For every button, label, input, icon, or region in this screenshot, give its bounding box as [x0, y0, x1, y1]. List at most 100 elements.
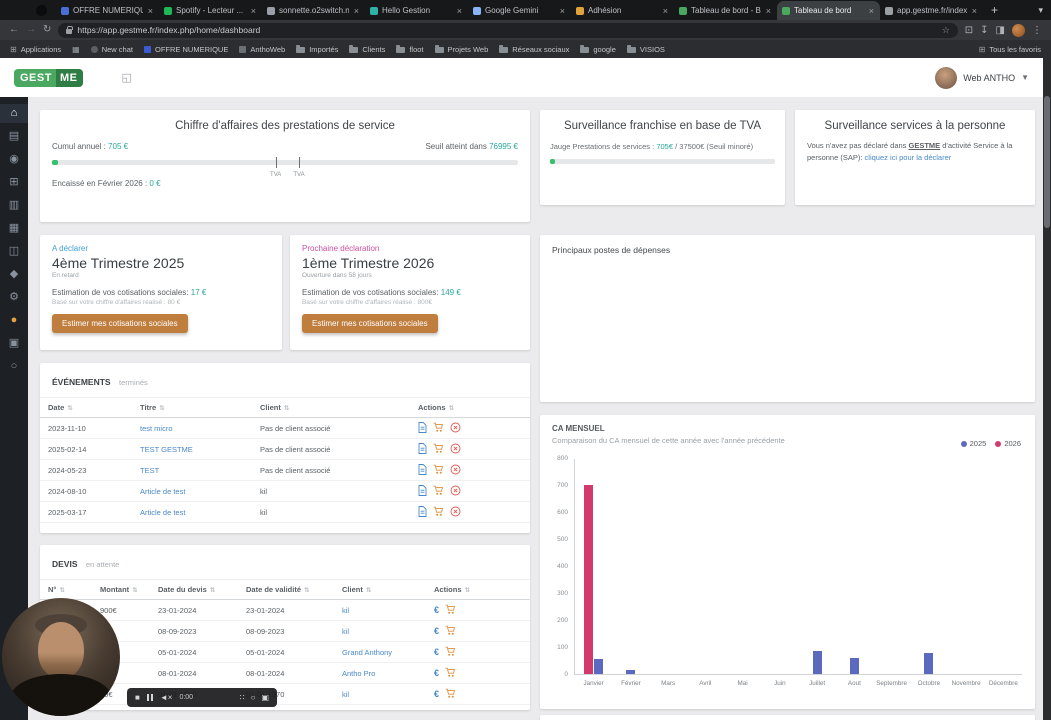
- table-row[interactable]: 900€ 23-01-2024 23-01-2024 kil €: [40, 599, 530, 621]
- tab-close-icon[interactable]: ×: [662, 5, 668, 16]
- cart-icon[interactable]: [445, 625, 456, 638]
- estimate-contributions-button[interactable]: Estimer mes cotisations sociales: [52, 314, 188, 333]
- bookmark-item[interactable]: AnthoWeb: [239, 45, 285, 54]
- devis-client-link[interactable]: kil: [342, 626, 350, 636]
- bookmark-item[interactable]: OFFRE NUMERIQUE: [143, 45, 228, 54]
- cart-icon[interactable]: [433, 464, 444, 477]
- estimate-contributions-button[interactable]: Estimer mes cotisations sociales: [302, 314, 438, 333]
- tab-close-icon[interactable]: ×: [250, 5, 256, 16]
- gestme-logo[interactable]: GEST ME: [14, 68, 84, 87]
- invoice-icon[interactable]: [418, 421, 427, 435]
- cart-icon[interactable]: [445, 646, 456, 659]
- browser-tab[interactable]: OFFRE NUMERIQUE - ... ×: [56, 1, 159, 20]
- sort-icon[interactable]: ⇅: [159, 405, 165, 412]
- cart-icon[interactable]: [445, 667, 456, 680]
- sort-icon[interactable]: ⇅: [283, 405, 290, 412]
- table-row[interactable]: 2025-03-17 Article de test kil: [40, 501, 530, 523]
- tab-close-icon[interactable]: ×: [353, 5, 359, 16]
- sidebar-item-hr[interactable]: ◫: [0, 242, 28, 261]
- mute-button[interactable]: ◄×: [159, 692, 173, 702]
- delete-icon[interactable]: [450, 485, 461, 498]
- delete-icon[interactable]: [450, 422, 461, 435]
- bookmark-item[interactable]: floot: [396, 45, 424, 54]
- new-tab-button[interactable]: +: [991, 3, 999, 17]
- tab-close-icon[interactable]: ×: [147, 5, 153, 16]
- sort-icon[interactable]: ⇅: [59, 587, 65, 594]
- sidebar-item-modules[interactable]: ▦: [0, 219, 28, 238]
- browser-scrollbar[interactable]: [1043, 58, 1051, 720]
- table-row[interactable]: 2025-02-14 TEST GESTME Pas de client assoc…: [40, 438, 530, 460]
- table-row[interactable]: 2024-05-23 TEST Pas de client associé: [40, 459, 530, 481]
- table-row[interactable]: 2024-08-10 Article de test kil: [40, 480, 530, 502]
- bookmark-item[interactable]: New chat: [90, 45, 133, 54]
- sidebar-item-account[interactable]: ○: [0, 357, 28, 376]
- user-menu[interactable]: Web ANTHO ▼: [935, 66, 1029, 89]
- side-panel-icon[interactable]: ◨: [995, 24, 1005, 36]
- legend-item[interactable]: 2025: [960, 439, 986, 448]
- euro-icon[interactable]: €: [434, 689, 440, 699]
- event-title-link[interactable]: Article de test: [140, 507, 186, 517]
- cart-icon[interactable]: [433, 506, 444, 519]
- cart-icon[interactable]: [433, 485, 444, 498]
- event-title-link[interactable]: TEST: [140, 465, 160, 475]
- bookmark-item[interactable]: Importés: [296, 45, 338, 54]
- browser-tab[interactable]: Spotify - Lecteur ... ×: [159, 1, 262, 20]
- record-button[interactable]: ○: [250, 692, 256, 702]
- sort-icon[interactable]: ⇅: [365, 587, 372, 594]
- delete-icon[interactable]: [450, 506, 461, 519]
- table-row[interactable]: 2023-11-10 test micro Pas de client associ…: [40, 417, 530, 439]
- sidebar-item-calendar[interactable]: ▤: [0, 127, 28, 146]
- chart-bar[interactable]: [584, 485, 594, 674]
- bookmark-item[interactable]: Réseaux sociaux: [499, 45, 569, 54]
- back-icon[interactable]: ←: [9, 24, 19, 35]
- browser-tab[interactable]: sonnette.o2switch.net... ×: [262, 1, 365, 20]
- tab-close-icon[interactable]: ×: [971, 5, 977, 16]
- cart-icon[interactable]: [433, 443, 444, 456]
- invoice-icon[interactable]: [418, 442, 427, 456]
- tab-close-icon[interactable]: ×: [765, 5, 771, 16]
- bookmark-item[interactable]: ▦: [72, 45, 80, 54]
- sidebar-item-home[interactable]: ⌂: [0, 104, 28, 123]
- invoice-icon[interactable]: [418, 463, 427, 477]
- event-title-link[interactable]: Article de test: [140, 486, 186, 496]
- table-row[interactable]: 50€01-01-197001-01-1970kil€: [40, 683, 530, 705]
- devis-client-link[interactable]: Antho Pro: [342, 668, 376, 678]
- sidebar-item-documents[interactable]: ▣: [0, 334, 28, 353]
- webcam-overlay[interactable]: [2, 598, 120, 716]
- forward-icon[interactable]: →: [26, 24, 36, 35]
- euro-icon[interactable]: €: [434, 668, 440, 678]
- sort-icon[interactable]: ⇅: [464, 587, 470, 594]
- cart-icon[interactable]: [433, 422, 444, 435]
- sidebar-item-billing[interactable]: ▥: [0, 196, 28, 215]
- browser-menu-icon[interactable]: ⋮: [1032, 24, 1042, 36]
- browser-tab[interactable]: app.gestme.fr/index.p... ×: [880, 1, 983, 20]
- refresh-icon[interactable]: ↻: [43, 24, 52, 35]
- browser-tab[interactable]: Google Gemini ×: [468, 1, 571, 20]
- fullscreen-button[interactable]: ▣: [261, 692, 269, 702]
- sap-declare-link[interactable]: cliquez ici pour la déclarer: [864, 152, 952, 162]
- event-title-link[interactable]: TEST GESTME: [140, 444, 193, 454]
- euro-icon[interactable]: €: [434, 605, 440, 615]
- tab-close-icon[interactable]: ×: [456, 5, 462, 16]
- delete-icon[interactable]: [450, 464, 461, 477]
- devis-client-link[interactable]: Grand Anthony: [342, 647, 393, 657]
- delete-icon[interactable]: [450, 443, 461, 456]
- sidebar-item-status[interactable]: ●: [0, 311, 28, 330]
- sidebar-item-settings[interactable]: ⚙: [0, 288, 28, 307]
- tab-close-icon[interactable]: ×: [868, 5, 874, 16]
- lock-icon[interactable]: [66, 26, 74, 34]
- bookmark-item[interactable]: google: [580, 45, 616, 54]
- sidebar-item-contacts[interactable]: ◉: [0, 150, 28, 169]
- sort-icon[interactable]: ⇅: [304, 587, 310, 594]
- chart-bar[interactable]: [924, 653, 934, 674]
- address-bar[interactable]: https://app.gestme.fr/index.php/home/das…: [58, 22, 958, 38]
- invoice-icon[interactable]: [418, 484, 427, 498]
- euro-icon[interactable]: €: [434, 647, 440, 657]
- browser-profile-avatar[interactable]: [1012, 23, 1025, 37]
- browser-tab[interactable]: Tableau de bord ×: [777, 1, 880, 20]
- url-text[interactable]: https://app.gestme.fr/index.php/home/das…: [77, 25, 261, 35]
- collapse-sidebar-icon[interactable]: ◱: [121, 72, 132, 84]
- tab-search-icon[interactable]: [36, 4, 47, 16]
- event-title-link[interactable]: test micro: [140, 423, 173, 433]
- table-row[interactable]: 05-01-2024 05-01-2024 Grand Anthony €: [40, 641, 530, 663]
